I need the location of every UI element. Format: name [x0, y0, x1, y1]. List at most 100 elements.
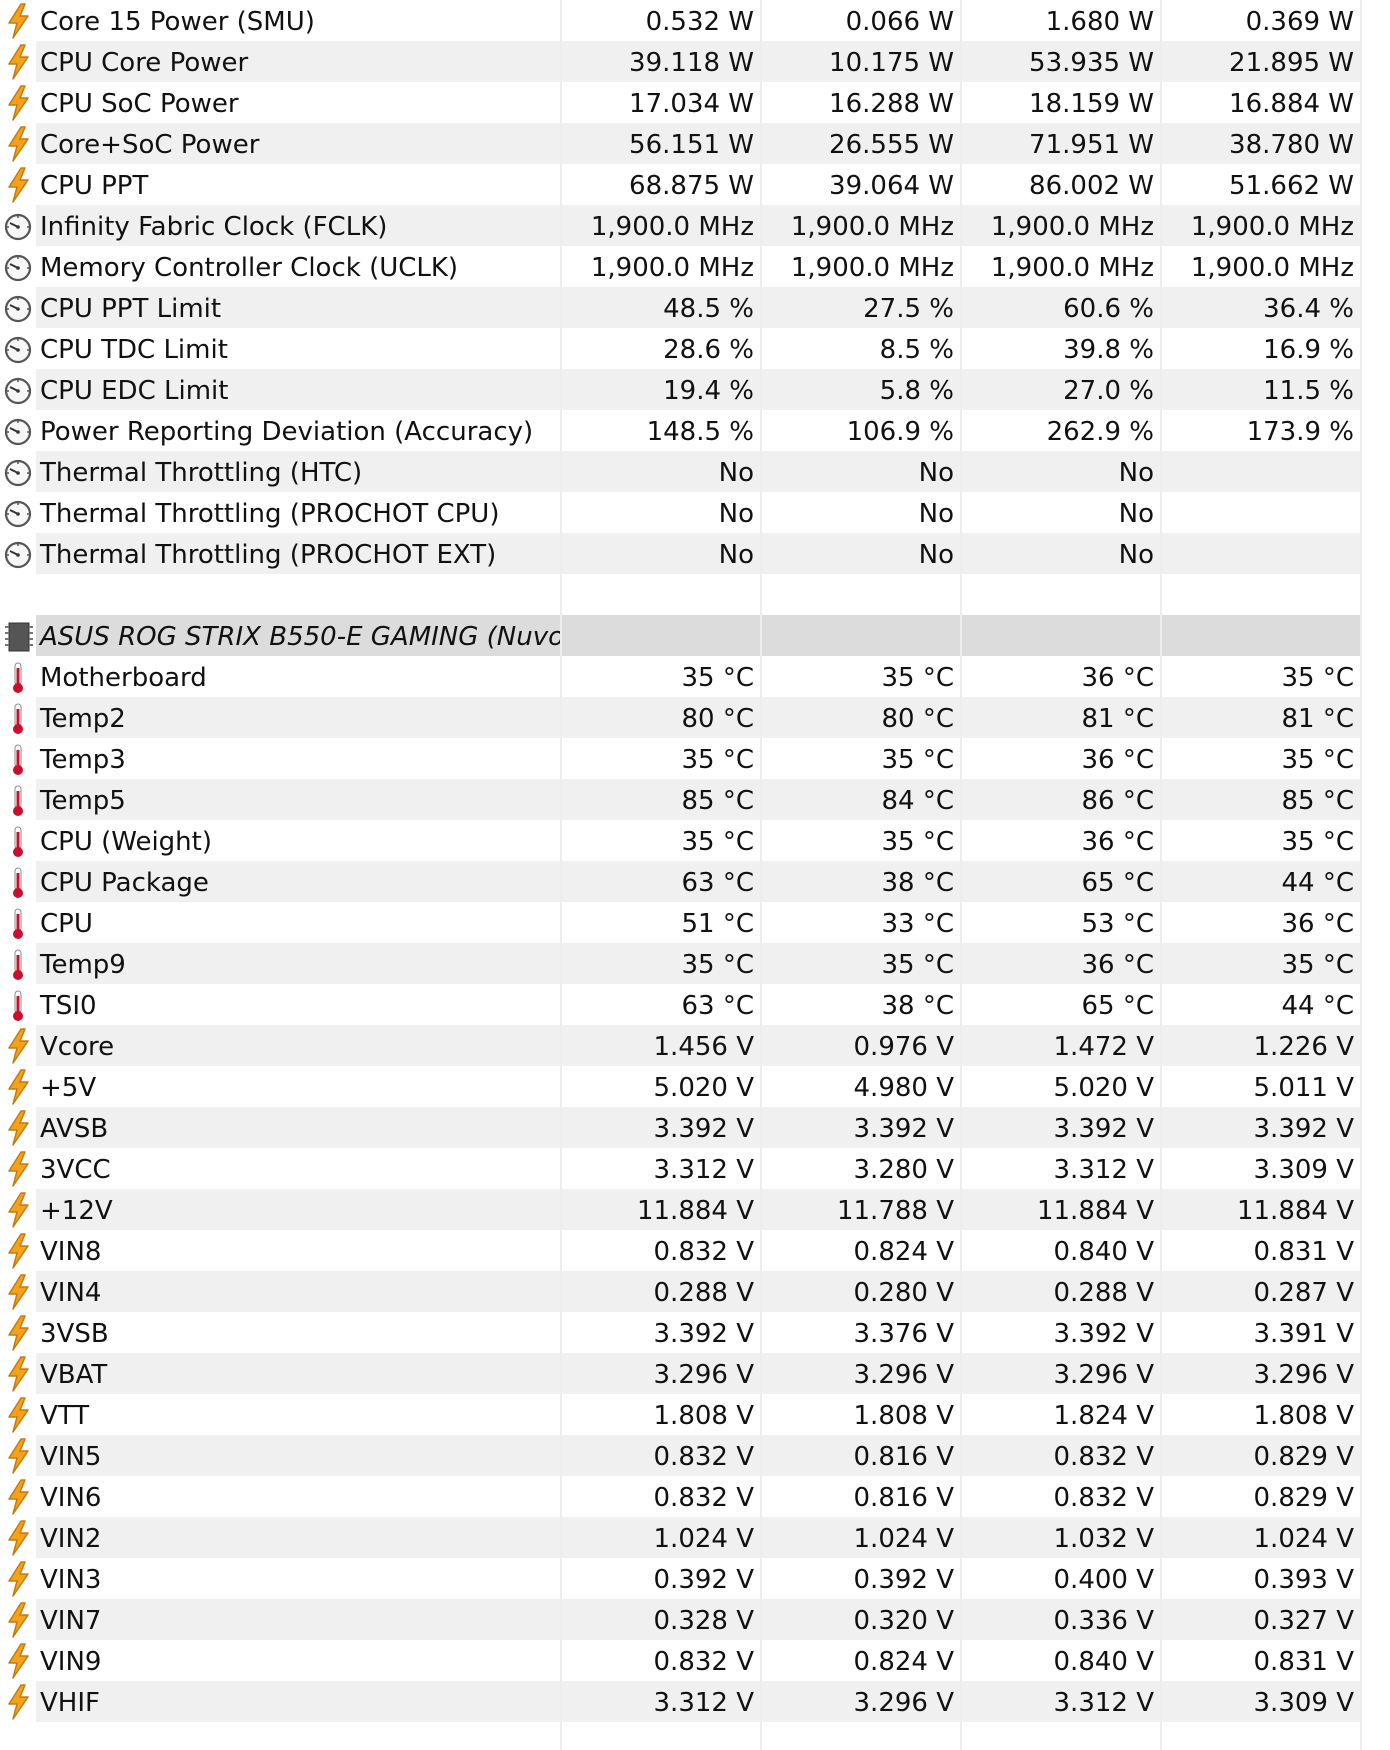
sensor-value: 0.816 V: [762, 1435, 960, 1476]
sensor-label: CPU (Weight): [40, 827, 212, 857]
sensor-row[interactable]: Temp3 35 °C 35 °C 36 °C 35 °C: [0, 738, 1390, 779]
sensor-value: 35 °C: [1281, 745, 1354, 775]
sensor-value: 1.808 V: [653, 1401, 754, 1431]
sensor-row[interactable]: +5V 5.020 V 4.980 V 5.020 V 5.011 V: [0, 1066, 1390, 1107]
sensor-value: 3.376 V: [853, 1319, 954, 1349]
sensor-value: 44 °C: [1162, 861, 1360, 902]
sensor-row[interactable]: VIN2 1.024 V 1.024 V 1.032 V 1.024 V: [0, 1517, 1390, 1558]
sensor-row[interactable]: Motherboard 35 °C 35 °C 36 °C 35 °C: [0, 656, 1390, 697]
sensor-label: Vcore: [36, 1025, 560, 1066]
sensor-row[interactable]: Thermal Throttling (PROCHOT CPU) No No No: [0, 492, 1390, 533]
sensor-row[interactable]: 3VCC 3.312 V 3.280 V 3.312 V 3.309 V: [0, 1148, 1390, 1189]
sensor-value: 0.392 V: [853, 1565, 954, 1595]
column-divider: [1360, 0, 1362, 1750]
sensor-value: 8.5 %: [879, 335, 954, 365]
sensor-value: 1,900.0 MHz: [1162, 205, 1360, 246]
sensor-value: 0.320 V: [762, 1599, 960, 1640]
sensor-value: 19.4 %: [562, 369, 760, 410]
sensor-row[interactable]: CPU PPT Limit 48.5 % 27.5 % 60.6 % 36.4 %: [0, 287, 1390, 328]
sensor-value: 26.555 W: [762, 123, 960, 164]
sensor-row[interactable]: VBAT 3.296 V 3.296 V 3.296 V 3.296 V: [0, 1353, 1390, 1394]
sensor-label: Infinity Fabric Clock (FCLK): [36, 205, 560, 246]
sensor-value: 28.6 %: [663, 335, 754, 365]
gauge-icon: [0, 328, 36, 369]
sensor-row[interactable]: CPU 51 °C 33 °C 53 °C 36 °C: [0, 902, 1390, 943]
sensor-value: 36 °C: [1081, 827, 1154, 857]
sensor-row[interactable]: Core+SoC Power 56.151 W 26.555 W 71.951 W 38…: [0, 123, 1390, 164]
sensor-value: No: [962, 451, 1160, 492]
sensor-row[interactable]: Memory Controller Clock (UCLK) 1,900.0 MH…: [0, 246, 1390, 287]
sensor-row[interactable]: VHIF 3.312 V 3.296 V 3.312 V 3.309 V: [0, 1681, 1390, 1722]
sensor-value: 38.780 W: [1162, 123, 1360, 164]
sensor-row[interactable]: VIN3 0.392 V 0.392 V 0.400 V 0.393 V: [0, 1558, 1390, 1599]
sensor-row[interactable]: Temp2 80 °C 80 °C 81 °C 81 °C: [0, 697, 1390, 738]
sensor-value: 0.287 V: [1162, 1271, 1360, 1312]
sensor-row[interactable]: VIN4 0.288 V 0.280 V 0.288 V 0.287 V: [0, 1271, 1390, 1312]
sensor-value: 63 °C: [681, 991, 754, 1021]
sensor-value: 63 °C: [562, 861, 760, 902]
sensor-row[interactable]: TSI0 63 °C 38 °C 65 °C 44 °C: [0, 984, 1390, 1025]
sensor-label: Temp5: [36, 779, 560, 820]
sensor-row[interactable]: VIN6 0.832 V 0.816 V 0.832 V 0.829 V: [0, 1476, 1390, 1517]
sensor-value: 3.309 V: [1253, 1155, 1354, 1185]
lightning-icon: [0, 1271, 36, 1312]
sensor-value: 11.884 V: [562, 1189, 760, 1230]
gauge-icon: [0, 205, 36, 246]
sensor-row[interactable]: Thermal Throttling (PROCHOT EXT) No No No: [0, 533, 1390, 574]
sensor-row[interactable]: 3VSB 3.392 V 3.376 V 3.392 V 3.391 V: [0, 1312, 1390, 1353]
sensor-value: 39.8 %: [1063, 335, 1154, 365]
sensor-value: 3.392 V: [962, 1107, 1160, 1148]
sensor-value: 36 °C: [962, 943, 1160, 984]
sensor-row[interactable]: VIN5 0.832 V 0.816 V 0.832 V 0.829 V: [0, 1435, 1390, 1476]
sensor-label: CPU EDC Limit: [36, 369, 560, 410]
sensor-row[interactable]: +12V 11.884 V 11.788 V 11.884 V 11.884 V: [0, 1189, 1390, 1230]
sensor-value: 36 °C: [1281, 909, 1354, 939]
sensor-row[interactable]: CPU Core Power 39.118 W 10.175 W 53.935 W 21…: [0, 41, 1390, 82]
sensor-value: 56.151 W: [562, 123, 760, 164]
sensor-value: 0.066 W: [845, 7, 954, 37]
sensor-value: 1.032 V: [962, 1517, 1160, 1558]
sensor-row[interactable]: AVSB 3.392 V 3.392 V 3.392 V 3.392 V: [0, 1107, 1390, 1148]
sensor-value: 0.288 V: [962, 1271, 1160, 1312]
sensor-value: 85 °C: [1162, 779, 1360, 820]
sensor-value: 0.336 V: [962, 1599, 1160, 1640]
sensor-row[interactable]: CPU PPT 68.875 W 39.064 W 86.002 W 51.662 W: [0, 164, 1390, 205]
sensor-row[interactable]: CPU (Weight) 35 °C 35 °C 36 °C 35 °C: [0, 820, 1390, 861]
sensor-label: CPU SoC Power: [40, 89, 239, 119]
sensor-row[interactable]: CPU Package 63 °C 38 °C 65 °C 44 °C: [0, 861, 1390, 902]
sensor-row[interactable]: Power Reporting Deviation (Accuracy) 148.…: [0, 410, 1390, 451]
sensor-row[interactable]: Infinity Fabric Clock (FCLK) 1,900.0 MHz 1…: [0, 205, 1390, 246]
sensor-row[interactable]: CPU TDC Limit 28.6 % 8.5 % 39.8 % 16.9 %: [0, 328, 1390, 369]
lightning-icon: [0, 123, 36, 164]
sensor-value: 1.680 W: [1045, 7, 1154, 37]
gauge-icon: [0, 492, 36, 533]
sensor-row[interactable]: CPU SoC Power 17.034 W 16.288 W 18.159 W 16.…: [0, 82, 1390, 123]
sensor-row[interactable]: Temp9 35 °C 35 °C 36 °C 35 °C: [0, 943, 1390, 984]
sensor-label: AVSB: [36, 1107, 560, 1148]
sensor-value: 1.808 V: [853, 1401, 954, 1431]
sensor-row[interactable]: VIN9 0.832 V 0.824 V 0.840 V 0.831 V: [0, 1640, 1390, 1681]
lightning-icon: [0, 1476, 36, 1517]
sensor-row[interactable]: VIN8 0.832 V 0.824 V 0.840 V 0.831 V: [0, 1230, 1390, 1271]
column-divider: [760, 0, 762, 1750]
lightning-icon: [0, 1066, 36, 1107]
sensor-value: 0.327 V: [1162, 1599, 1360, 1640]
sensor-value: 21.895 W: [1162, 41, 1360, 82]
sensor-label: Temp2: [36, 697, 560, 738]
sensor-row[interactable]: Vcore 1.456 V 0.976 V 1.472 V 1.226 V: [0, 1025, 1390, 1066]
lightning-icon: [0, 0, 36, 41]
sensor-row[interactable]: Thermal Throttling (HTC) No No No: [0, 451, 1390, 492]
sensor-group-header[interactable]: ASUS ROG STRIX B550-E GAMING (Nuvoto...: [0, 615, 1390, 656]
sensor-row[interactable]: CPU EDC Limit 19.4 % 5.8 % 27.0 % 11.5 %: [0, 369, 1390, 410]
sensor-row[interactable]: Core 15 Power (SMU) 0.532 W 0.066 W 1.680 W…: [0, 0, 1390, 41]
sensor-value: No: [718, 499, 754, 529]
sensor-row[interactable]: VIN7 0.328 V 0.320 V 0.336 V 0.327 V: [0, 1599, 1390, 1640]
sensor-value: 0.369 W: [1245, 7, 1354, 37]
sensor-label: CPU PPT Limit: [36, 287, 560, 328]
sensor-row[interactable]: Temp5 85 °C 84 °C 86 °C 85 °C: [0, 779, 1390, 820]
sensor-value: 0.840 V: [1053, 1647, 1154, 1677]
sensor-value: No: [918, 499, 954, 529]
sensor-value: 1,900.0 MHz: [1190, 253, 1354, 283]
sensor-row[interactable]: VTT 1.808 V 1.808 V 1.824 V 1.808 V: [0, 1394, 1390, 1435]
sensor-value: [562, 615, 760, 656]
